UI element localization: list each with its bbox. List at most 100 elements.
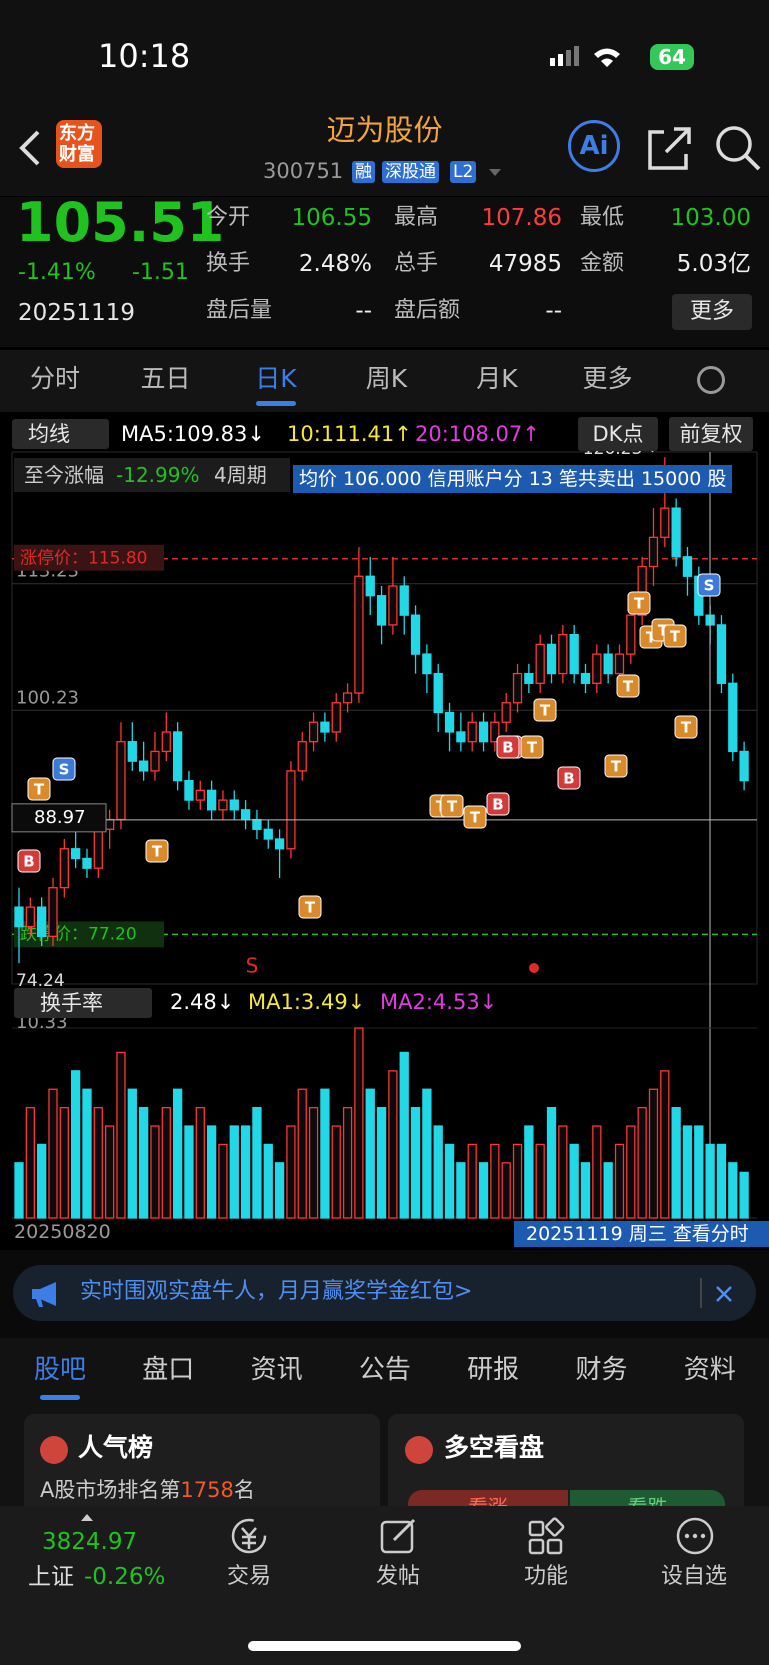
ma20-legend: 20:108.07↑ bbox=[415, 422, 540, 446]
candle-body bbox=[637, 565, 647, 616]
turnover-select[interactable]: 换手率 bbox=[14, 988, 152, 1018]
candle-body bbox=[467, 721, 477, 743]
logo-text: 财富 bbox=[59, 144, 95, 165]
turnover-bar bbox=[694, 1125, 704, 1219]
turnover-bar bbox=[365, 1088, 375, 1219]
section-tab[interactable]: 资讯 bbox=[250, 1355, 303, 1385]
index-name[interactable]: 上证 bbox=[28, 1564, 74, 1590]
candle-body bbox=[320, 721, 330, 733]
logo-text: 东方 bbox=[59, 123, 95, 144]
dropdown-arrow[interactable] bbox=[488, 168, 502, 178]
turnover-bar bbox=[161, 1106, 171, 1219]
turnover-bar bbox=[637, 1106, 647, 1219]
candle-body bbox=[206, 789, 217, 811]
candle-body bbox=[274, 838, 285, 850]
home-indicator bbox=[248, 1641, 521, 1651]
indicator-select[interactable]: 均线 bbox=[12, 419, 109, 449]
status-icons bbox=[550, 46, 620, 67]
range-box bbox=[14, 458, 290, 492]
turnover-bar bbox=[93, 1106, 103, 1219]
end-info[interactable]: 20251119 周三 查看分时 bbox=[514, 1221, 769, 1247]
candle-body bbox=[410, 614, 421, 655]
section-tab[interactable]: 盘口 bbox=[142, 1355, 195, 1385]
range-value: -12.99% bbox=[116, 463, 200, 487]
settings-button[interactable] bbox=[697, 366, 725, 394]
post-icon[interactable] bbox=[376, 1516, 422, 1556]
tab[interactable]: 分时 bbox=[29, 364, 80, 393]
turnover-bar bbox=[195, 1106, 205, 1219]
trade-icon[interactable] bbox=[226, 1516, 272, 1556]
turnover-bar bbox=[48, 1088, 58, 1219]
share-button[interactable] bbox=[646, 124, 694, 172]
rank-text[interactable]: A股市场排名第1758名 bbox=[40, 1480, 255, 1501]
promo-banner[interactable] bbox=[13, 1265, 756, 1321]
y-tick-label: 100.23 bbox=[16, 687, 79, 708]
section-tab[interactable]: 研报 bbox=[467, 1355, 520, 1385]
turnover-bar bbox=[456, 1162, 466, 1219]
turnover-bar bbox=[286, 1125, 296, 1219]
candle-body bbox=[614, 653, 625, 675]
ma10-legend: 10:111.41↑ bbox=[287, 422, 412, 446]
dk-button[interactable]: DK点 bbox=[578, 417, 658, 451]
back-button[interactable] bbox=[18, 130, 42, 166]
tab[interactable]: 月K bbox=[476, 364, 518, 393]
range-label: 至今涨幅 bbox=[24, 463, 104, 487]
nav-item[interactable]: 功能 bbox=[523, 1564, 568, 1589]
tab[interactable]: 日K bbox=[255, 364, 297, 393]
turnover-bar bbox=[308, 1106, 319, 1219]
ai-button[interactable]: Ai bbox=[568, 120, 620, 172]
function-icon[interactable] bbox=[524, 1516, 570, 1556]
section-tab[interactable]: 公告 bbox=[358, 1355, 411, 1385]
promo-text[interactable]: 实时围观实盘牛人，月月赢奖学金红包> bbox=[80, 1279, 473, 1304]
candle-body bbox=[331, 702, 341, 733]
close-button[interactable] bbox=[714, 1284, 734, 1304]
turnover-bar bbox=[184, 1125, 194, 1219]
candle-body bbox=[535, 643, 545, 684]
candle-body bbox=[456, 731, 466, 743]
section-tab[interactable]: 财务 bbox=[575, 1355, 628, 1385]
tab[interactable]: 周K bbox=[365, 364, 408, 393]
candle-body bbox=[218, 799, 228, 811]
turnover-bar bbox=[274, 1162, 285, 1219]
section-tab[interactable]: 股吧 bbox=[33, 1355, 86, 1385]
search-button[interactable] bbox=[714, 124, 764, 174]
signal-badge bbox=[663, 624, 687, 648]
signal-badge bbox=[463, 805, 487, 829]
nav-item[interactable]: 交易 bbox=[226, 1564, 271, 1589]
nav-item[interactable]: 设自选 bbox=[660, 1564, 727, 1589]
card-title: 多空看盘 bbox=[444, 1433, 545, 1462]
signal-label: T bbox=[447, 798, 458, 816]
tab[interactable]: 更多 bbox=[582, 364, 633, 393]
tab[interactable]: 五日 bbox=[140, 364, 191, 393]
tag: L2 bbox=[450, 161, 477, 183]
candle-body bbox=[240, 809, 251, 821]
signal-label: T bbox=[152, 843, 163, 861]
turnover-bar bbox=[376, 1106, 387, 1219]
signal-label: T bbox=[623, 678, 634, 696]
turnover-bar bbox=[569, 1143, 579, 1219]
turnover-bar bbox=[71, 1070, 81, 1219]
signal-label: B bbox=[502, 739, 513, 757]
turnover-bar bbox=[240, 1125, 251, 1219]
more-button[interactable]: 更多 bbox=[672, 294, 752, 330]
date: 20251119 bbox=[18, 300, 136, 326]
index-change[interactable]: -0.26% bbox=[84, 1564, 166, 1590]
turnover-bar bbox=[546, 1106, 557, 1219]
candle-body bbox=[490, 721, 500, 743]
watchlist-icon[interactable] bbox=[672, 1516, 718, 1556]
signal-badge bbox=[557, 766, 581, 790]
section-tab[interactable]: 资料 bbox=[683, 1355, 736, 1385]
turnover-bar bbox=[218, 1143, 228, 1219]
turnover-bar bbox=[671, 1106, 681, 1219]
candle-body bbox=[229, 799, 239, 811]
turnover-bar bbox=[150, 1125, 160, 1219]
candle-body bbox=[626, 614, 636, 655]
crosshair-label: 88.97 bbox=[34, 807, 86, 828]
adjust-button[interactable]: 前复权 bbox=[669, 417, 753, 451]
index-value[interactable]: 3824.97 bbox=[42, 1529, 138, 1555]
nav-item[interactable]: 发帖 bbox=[375, 1564, 420, 1589]
turnover-bar bbox=[592, 1125, 602, 1219]
popularity-card[interactable] bbox=[24, 1414, 380, 1524]
turnover-current: 2.48↓ bbox=[170, 990, 235, 1014]
